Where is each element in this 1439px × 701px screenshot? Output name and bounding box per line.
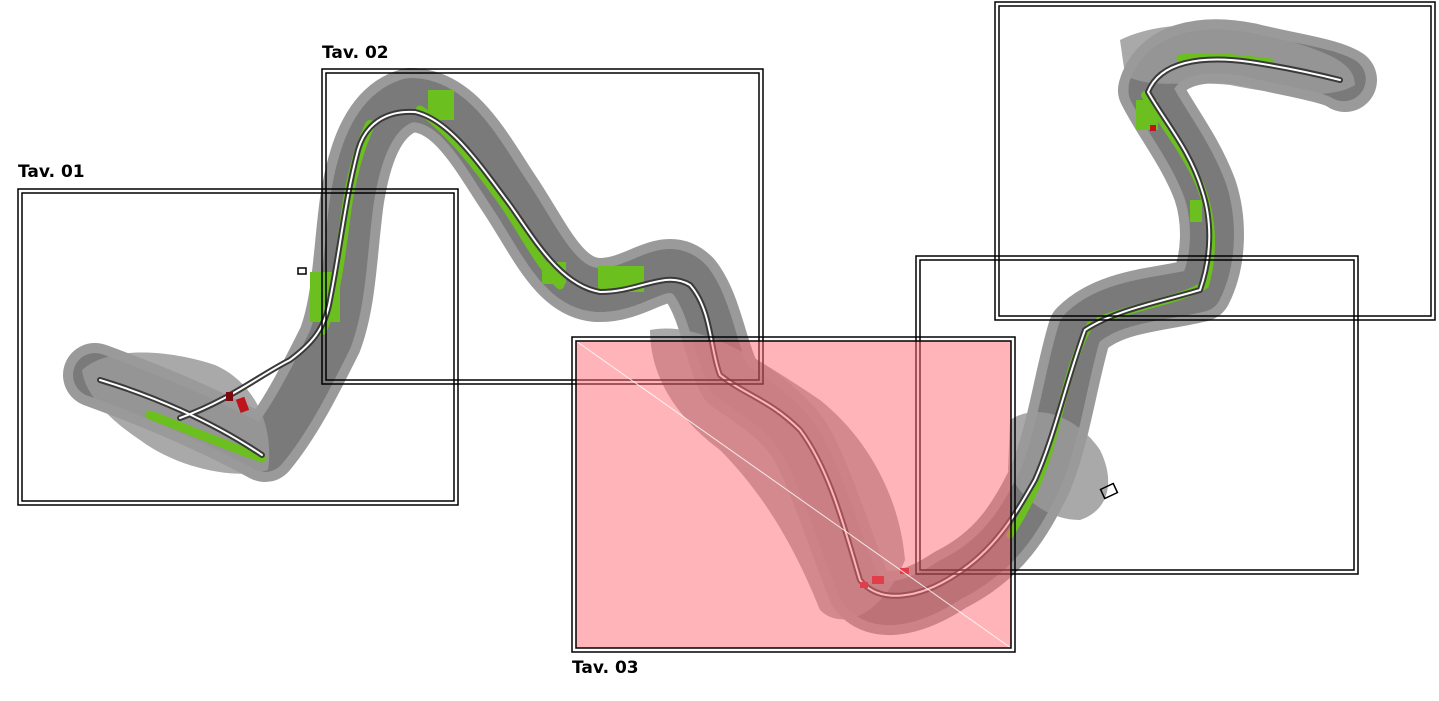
sheet-diagonal — [575, 340, 1012, 649]
sheet-frame-tav01[interactable] — [17, 188, 459, 506]
building-marker — [1150, 125, 1156, 131]
vegetation-patch — [1190, 200, 1202, 222]
vegetation-strip — [145, 410, 267, 463]
sheet-frame-tav05[interactable] — [994, 1, 1436, 321]
building-marker — [297, 267, 307, 275]
building-marker — [226, 392, 233, 401]
sheet-frame-tav03[interactable] — [571, 336, 1016, 653]
sheet-frames — [17, 1, 1436, 575]
sheet-labels: Tav. 01 Tav. 02 Tav. 03 — [18, 43, 639, 678]
sheet-label-tav02: Tav. 02 — [322, 43, 389, 63]
building-marker — [1099, 482, 1119, 500]
vegetation-patch — [428, 90, 454, 120]
building-marker — [235, 396, 250, 413]
sheet-label-tav01: Tav. 01 — [18, 162, 85, 182]
sheet-frame-tav02[interactable] — [321, 68, 764, 385]
terrain-lobe — [82, 352, 270, 474]
vegetation-patch — [1136, 100, 1158, 130]
sheet-label-tav03: Tav. 03 — [572, 658, 639, 678]
